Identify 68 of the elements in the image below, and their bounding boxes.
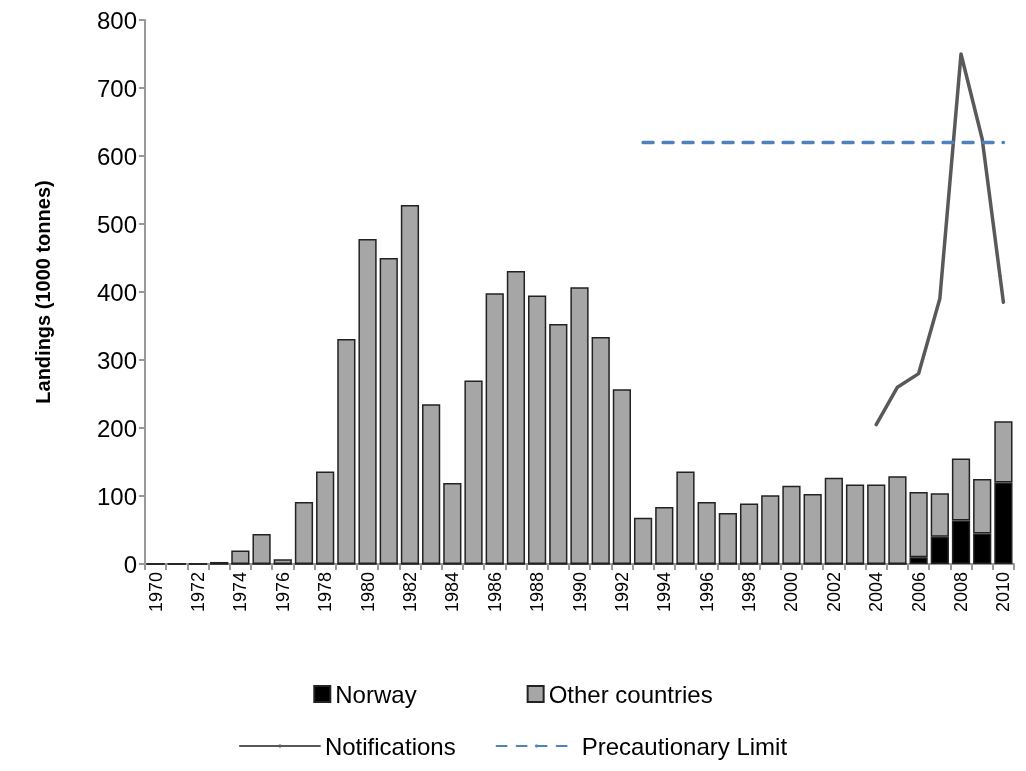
x-tick-label: 1996	[696, 572, 717, 613]
bar	[316, 471, 335, 564]
bar	[549, 323, 568, 564]
x-tick-label: 1998	[739, 572, 760, 613]
x-tick-label: 1992	[611, 572, 632, 613]
y-tick-label: 500	[96, 210, 137, 238]
legend-label: Precautionary Limit	[581, 732, 788, 760]
x-tick-label: 2002	[823, 572, 844, 613]
y-tick-label: 400	[96, 278, 137, 306]
bar	[464, 380, 483, 564]
bar	[697, 502, 716, 564]
bar	[443, 483, 462, 564]
x-tick-label: 1980	[357, 572, 378, 613]
y-tick-label: 800	[96, 6, 137, 34]
bar	[485, 293, 504, 564]
bar	[506, 270, 526, 564]
y-tick-label: 100	[96, 482, 137, 510]
bar	[888, 476, 907, 564]
x-tick-label: 2008	[951, 572, 972, 613]
bar	[273, 559, 292, 564]
line-series	[874, 52, 1006, 427]
x-tick-label: 2010	[993, 572, 1014, 613]
x-tick-label: 2006	[908, 572, 929, 613]
bar	[824, 477, 843, 564]
x-tick-label: 1970	[145, 572, 166, 613]
x-tick-label: 2004	[866, 572, 887, 613]
bar	[739, 503, 759, 564]
bar	[422, 404, 441, 564]
bar	[528, 295, 547, 564]
y-tick-label: 600	[96, 142, 137, 170]
bar	[845, 484, 865, 564]
bar	[294, 502, 314, 564]
bar	[612, 389, 631, 564]
x-tick-label: 1986	[484, 572, 505, 613]
legend-label: Notifications	[324, 732, 456, 760]
bar	[803, 493, 822, 564]
bar	[633, 517, 653, 564]
bar	[761, 495, 780, 564]
bar	[379, 258, 398, 564]
y-tick-label: 700	[96, 74, 137, 102]
bar	[867, 484, 886, 564]
x-tick-label: 1990	[569, 572, 590, 613]
y-tick-label: 200	[96, 414, 137, 442]
x-tick-label: 1988	[527, 572, 548, 613]
bar	[400, 204, 420, 564]
legend-label: Norway	[335, 680, 417, 708]
x-tick-label: 1982	[399, 572, 420, 613]
bar	[591, 336, 610, 564]
bar	[337, 338, 356, 564]
x-tick-label: 1976	[272, 572, 293, 613]
y-tick-label: 0	[123, 550, 137, 578]
x-tick-label: 1994	[654, 572, 675, 613]
x-tick-label: 1974	[230, 572, 251, 613]
bar	[782, 485, 801, 564]
x-tick-label: 1984	[442, 572, 463, 613]
bar	[252, 534, 271, 564]
bar	[718, 513, 737, 564]
x-tick-label: 2000	[781, 572, 802, 613]
x-tick-label: 1972	[187, 572, 208, 613]
bar	[231, 550, 250, 564]
legend-label: Other countries	[548, 680, 713, 708]
y-axis-title: Landings (1000 tonnes)	[32, 180, 54, 404]
bar	[655, 506, 674, 564]
bar	[676, 471, 695, 564]
x-tick-label: 1978	[315, 572, 336, 613]
y-tick-label: 300	[96, 346, 137, 374]
bar	[358, 238, 377, 564]
bar	[570, 287, 589, 564]
